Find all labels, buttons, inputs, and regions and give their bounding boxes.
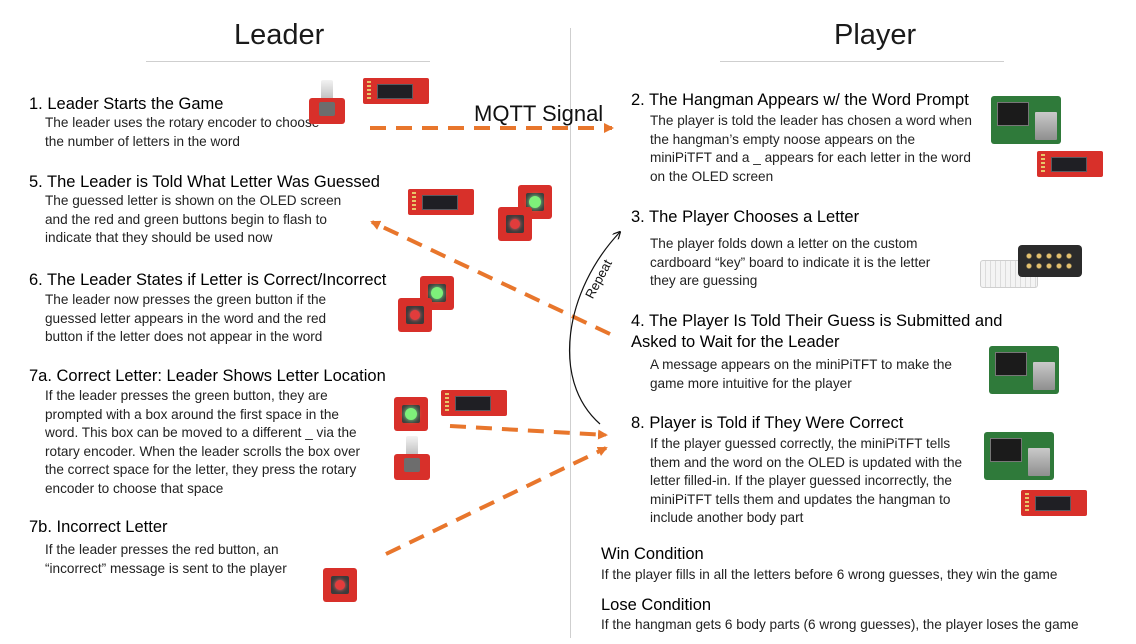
player-step-8-title: 8. Player is Told if They Were Correct [631,414,904,432]
leader-step-1-body: The leader uses the rotary encoder to ch… [45,115,320,149]
player-step-4-body: A message appears on the miniPiTFT to ma… [650,357,952,391]
red-button-icon [323,568,357,602]
win-condition-title: Win Condition [601,545,704,563]
raspberry-pi-icon [984,432,1054,480]
oled-display-icon [1021,490,1087,516]
oled-display-icon [363,78,429,104]
oled-display-icon [1037,151,1103,177]
oled-display-icon [408,189,474,215]
leader-step-7b-body: If the leader presses the red button, an… [45,542,287,576]
player-step-8-body: If the player guessed correctly, the min… [650,436,963,525]
oled-display-icon [441,390,507,416]
leader-step-7b-title: 7b. Incorrect Letter [29,518,168,536]
leader-step-7a-body: If the leader presses the green button, … [45,388,361,496]
leader-step-1-title: 1. Leader Starts the Game [29,95,224,113]
win-condition-body: If the player fills in all the letters b… [601,567,1058,582]
leader-column-title: Leader [234,19,325,51]
lose-condition-title: Lose Condition [601,596,712,614]
leader-step-5-body: The guessed letter is shown on the OLED … [45,193,342,245]
player-title-rule [720,61,1004,62]
player-step-2-title: 2. The Hangman Appears w/ the Word Promp… [631,91,969,109]
green-button-icon [394,397,428,431]
leader-step-7a-title: 7a. Correct Letter: Leader Shows Letter … [29,367,386,385]
player-step-3-body: The player folds down a letter on the cu… [650,236,931,288]
arrow-4-to-5 [370,220,611,336]
player-step-3-title: 3. The Player Chooses a Letter [631,208,860,226]
repeat-loop-arrow [569,232,620,425]
player-column-title: Player [834,19,917,51]
leader-step-6-body: The leader now presses the green button … [45,292,327,344]
red-button-icon [398,298,432,332]
arrow-7a-to-8 [449,424,608,440]
lose-condition-body: If the hangman gets 6 body parts (6 wron… [601,617,1079,632]
leader-step-6-title: 6. The Leader States if Letter is Correc… [29,271,387,289]
rotary-encoder-icon [392,436,432,480]
player-step-2-body: The player is told the leader has chosen… [650,113,972,184]
cardboard-key-board-icon [1018,245,1082,277]
raspberry-pi-icon [991,96,1061,144]
arrow-7b-to-8 [385,446,608,556]
rotary-encoder-icon [307,80,347,124]
mqtt-signal-label: MQTT Signal [474,101,604,126]
player-step-4-title: 4. The Player Is Told Their Guess is Sub… [631,312,1003,351]
leader-step-5-title: 5. The Leader is Told What Letter Was Gu… [29,173,380,191]
leader-title-rule [146,61,430,62]
raspberry-pi-icon [989,346,1059,394]
red-button-icon [498,207,532,241]
